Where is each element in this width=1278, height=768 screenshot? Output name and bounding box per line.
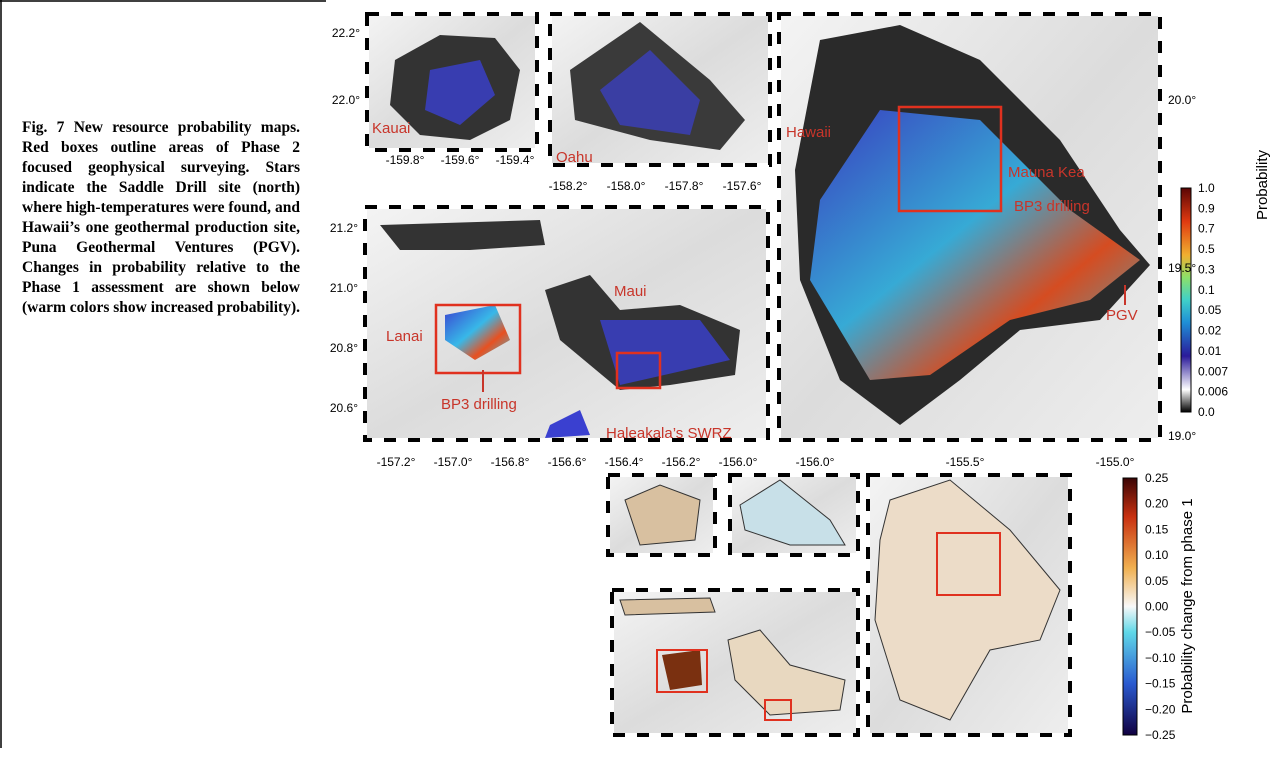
colorbar-tick-label: 0.7	[1198, 222, 1215, 236]
page: Kauai Oahu Maui Lanai BP3 drilling Halea…	[0, 0, 1278, 768]
y-tick-label: 19.5°	[1168, 261, 1196, 275]
island-label: Kauai	[372, 120, 410, 137]
colorbar-tick-label: 0.02	[1198, 324, 1222, 338]
colorbar-tick-label: 0.1	[1198, 283, 1215, 297]
colorbar-tick-label: 0.05	[1145, 574, 1169, 588]
colorbar-tick-label: −0.05	[1145, 625, 1176, 639]
colorbar-tick-label: 0.00	[1145, 600, 1169, 614]
x-tick-label: -159.6°	[441, 153, 480, 167]
y-tick-label: 20.8°	[330, 341, 358, 355]
y-tick-label: 20.6°	[330, 401, 358, 415]
annotation: BP3 drilling	[441, 396, 517, 413]
colorbar-tick-label: 0.01	[1198, 344, 1222, 358]
x-tick-label: -155.5°	[946, 455, 985, 469]
x-tick-label: -156.0°	[796, 455, 835, 469]
x-tick-label: -158.2°	[549, 179, 588, 193]
colorbar-tick-label: −0.20	[1145, 702, 1176, 716]
colorbar-tick-label: 0.15	[1145, 522, 1169, 536]
colorbar-probability	[1181, 188, 1191, 412]
x-tick-label: -157.6°	[723, 179, 762, 193]
x-tick-label: -157.2°	[377, 455, 416, 469]
colorbar-tick-label: 0.006	[1198, 385, 1228, 399]
y-tick-label: 21.2°	[330, 221, 358, 235]
colorbar-tick-label: 1.0	[1198, 181, 1215, 195]
island-label: Oahu	[556, 149, 593, 166]
colorbar-tick-label: 0.007	[1198, 364, 1228, 378]
island-label: Hawaii	[786, 124, 831, 141]
annotation: PGV	[1106, 307, 1138, 324]
colorbar-tick-label: 0.10	[1145, 548, 1169, 562]
annotation: BP3 drilling	[1014, 198, 1090, 215]
x-tick-label: -157.0°	[434, 455, 473, 469]
x-tick-label: -156.4°	[605, 455, 644, 469]
colorbar-tick-label: 0.3	[1198, 262, 1215, 276]
island	[620, 598, 715, 615]
colorbar-tick-label: 0.0	[1198, 405, 1215, 419]
y-tick-label: 22.0°	[332, 93, 360, 107]
annotation: Mauna Kea	[1008, 164, 1085, 181]
colorbar-title: Probability change from phase 1	[1179, 498, 1196, 713]
colorbar-tick-label: 0.25	[1145, 471, 1169, 485]
x-tick-label: -157.8°	[665, 179, 704, 193]
colorbar-change	[1123, 478, 1137, 735]
colorbar-tick-label: 0.9	[1198, 201, 1215, 215]
colorbar-title: Probability	[1254, 149, 1271, 220]
colorbar-tick-label: 0.20	[1145, 497, 1169, 511]
colorbar-tick-label: −0.25	[1145, 728, 1176, 742]
y-tick-label: 21.0°	[330, 281, 358, 295]
x-tick-label: -159.8°	[386, 153, 425, 167]
x-tick-label: -156.8°	[491, 455, 530, 469]
colorbar-tick-label: 0.5	[1198, 242, 1215, 256]
x-tick-label: -155.0°	[1096, 455, 1135, 469]
x-tick-label: -158.0°	[607, 179, 646, 193]
x-tick-label: -156.6°	[548, 455, 587, 469]
colorbar-tick-label: 0.05	[1198, 303, 1222, 317]
island	[380, 220, 545, 250]
x-tick-label: -159.4°	[496, 153, 535, 167]
y-tick-label: 19.0°	[1168, 429, 1196, 443]
island-label: Lanai	[386, 328, 423, 345]
figure: Kauai Oahu Maui Lanai BP3 drilling Halea…	[0, 0, 1278, 768]
annotation: Haleakala’s SWRZ	[606, 425, 732, 442]
figure-caption: Fig. 7 New resource probability maps. Re…	[22, 118, 300, 318]
y-tick-label: 22.2°	[332, 26, 360, 40]
x-tick-label: -156.2°	[662, 455, 701, 469]
colorbar-tick-label: −0.15	[1145, 677, 1176, 691]
colorbar-tick-label: −0.10	[1145, 651, 1176, 665]
island-label: Maui	[614, 283, 647, 300]
x-tick-label: -156.0°	[719, 455, 758, 469]
y-tick-label: 20.0°	[1168, 93, 1196, 107]
